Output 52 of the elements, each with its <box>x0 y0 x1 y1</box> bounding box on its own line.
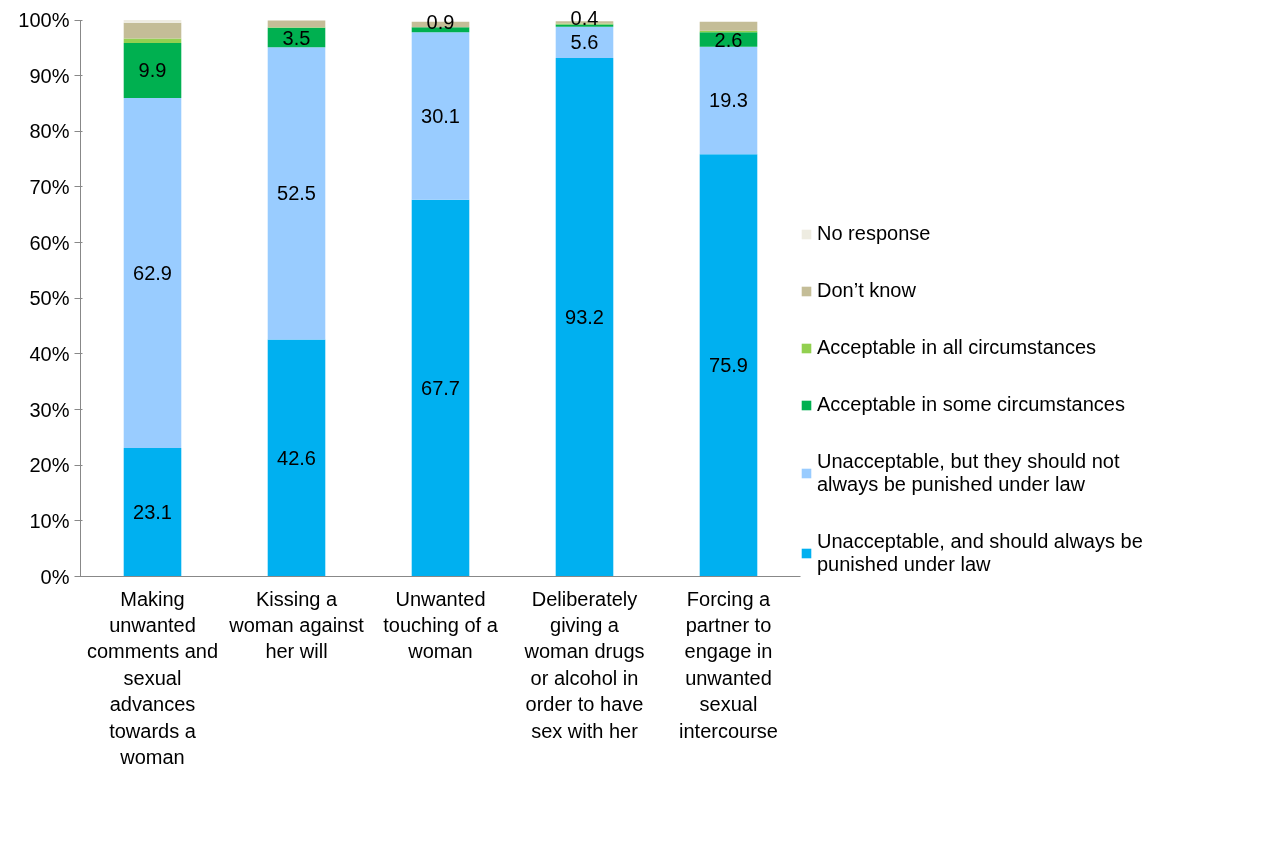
bar <box>267 339 326 577</box>
y-tick-label: 40% <box>29 342 70 365</box>
data-label: 52.5 <box>277 182 316 205</box>
legend-label: No response <box>817 222 932 245</box>
x-tick-label: Making unwanted comments and sexual advances towards a woman <box>86 587 219 768</box>
data-label: 3.5 <box>282 26 311 49</box>
bar <box>699 21 758 31</box>
bar <box>267 20 326 28</box>
bar <box>699 154 758 577</box>
y-tick-label: 20% <box>29 454 70 477</box>
bar <box>699 46 758 155</box>
legend-label: Acceptable in some circumstances <box>817 393 1126 416</box>
bar <box>123 22 182 39</box>
y-tick-label: 50% <box>29 287 70 310</box>
data-label: 19.3 <box>709 89 748 112</box>
y-tick-label: 80% <box>29 120 70 143</box>
legend-label: Don’t know <box>817 279 917 302</box>
data-label: 9.9 <box>138 59 167 82</box>
y-tick-label: 90% <box>29 64 70 87</box>
x-tick-label: Forcing a partner to engage in unwanted sexual intercourse <box>679 587 778 742</box>
data-label: 30.1 <box>421 105 460 128</box>
data-label: 62.9 <box>133 261 172 284</box>
data-label: 0.4 <box>570 6 599 29</box>
bar <box>123 20 182 23</box>
data-label: 5.6 <box>570 31 599 54</box>
bar <box>555 57 614 577</box>
bar <box>123 38 182 43</box>
y-tick-label: 0% <box>40 565 70 588</box>
legend-label: Unacceptable, but they should not always be punished under law <box>817 450 1121 496</box>
legend-label: Unacceptable, and should always be punished under law <box>817 530 1144 576</box>
data-label: 67.7 <box>421 377 460 400</box>
x-tick-label: Unwanted touching of a woman <box>383 587 499 663</box>
y-tick-label: 70% <box>29 176 70 198</box>
data-label: 2.6 <box>714 28 743 51</box>
x-tick-label: Kissing a woman against her will <box>228 587 365 663</box>
data-label: 0.9 <box>426 10 455 33</box>
data-label: 23.1 <box>133 501 172 524</box>
bar <box>123 42 182 98</box>
data-label: 75.9 <box>709 354 748 377</box>
legend-label: Acceptable in all circumstances <box>817 336 1097 359</box>
bar <box>267 47 326 340</box>
data-label: 93.2 <box>565 306 604 329</box>
bar <box>123 97 182 448</box>
x-tick-label: Deliberately giving a woman drugs or alcohol in order to have sex with her <box>523 587 645 742</box>
y-tick-label: 10% <box>29 509 70 532</box>
bar <box>411 32 470 200</box>
y-tick-label: 60% <box>29 231 70 254</box>
y-tick-label: 30% <box>29 398 70 421</box>
bar <box>123 447 182 577</box>
data-label: 42.6 <box>277 446 316 469</box>
y-tick-label: 100% <box>18 9 70 32</box>
bar <box>411 199 470 577</box>
